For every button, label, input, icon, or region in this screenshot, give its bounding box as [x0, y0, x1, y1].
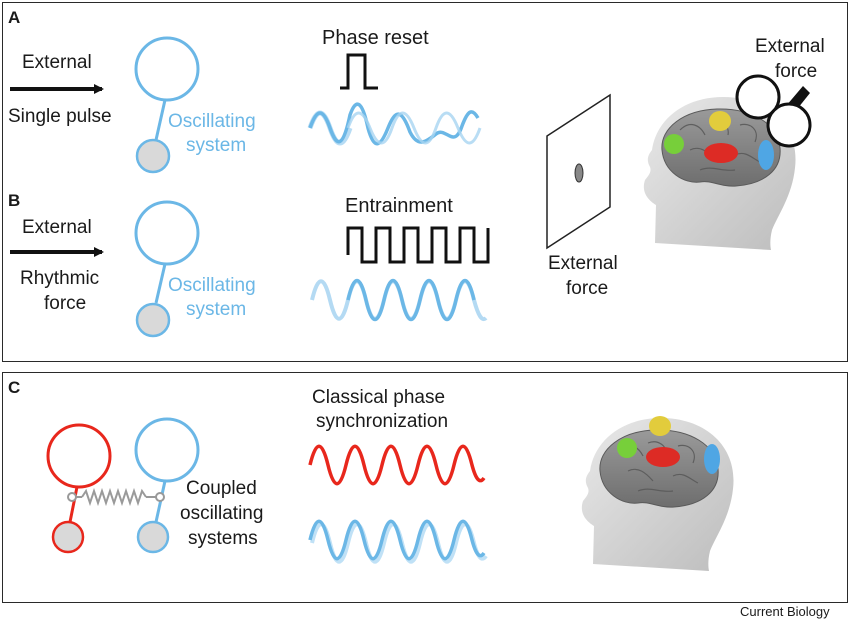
head-force-label-line2: force [775, 61, 818, 82]
panel-b-input-label-line3: force [44, 293, 87, 314]
panel-a-system-label-line2: system [186, 135, 247, 156]
coil-loop-right [766, 102, 812, 148]
pendulum-rod [154, 99, 167, 141]
panel-c-frame [2, 372, 848, 603]
panel-a-input-label-line2: Single pulse [8, 106, 112, 127]
coupled-oscillator-red [46, 423, 112, 554]
phase-reset-wave-shifted [308, 102, 480, 146]
sync-title-line2: synchronization [316, 411, 449, 432]
panel-ab-frame [2, 2, 848, 362]
panel-b-system-label-line1: Oscillating [168, 275, 256, 296]
panel-a-label: A [8, 8, 21, 27]
panel-b-label: B [8, 191, 21, 210]
phase-reset-title: Phase reset [322, 27, 429, 49]
brain-region-blue [704, 444, 720, 474]
phase-reset-wave-reference [346, 111, 482, 145]
brain [599, 429, 719, 508]
panel-a-waveform [307, 53, 482, 146]
panel-b-input-label-line1: External [22, 217, 92, 238]
spring-anchor-left [67, 492, 77, 502]
brain-region-red [646, 447, 680, 467]
brain-region-green [664, 134, 684, 154]
pendulum-bob [135, 138, 171, 174]
screen-force-label-line2: force [566, 278, 609, 299]
entrainment-wave [346, 278, 476, 322]
panel-a-system-label-line1: Oscillating [168, 111, 256, 132]
panel-b-waveform [310, 226, 490, 322]
panel-a-input-label-line1: External [22, 52, 92, 73]
entrainment-pulse-train [346, 226, 490, 264]
external-screen [546, 93, 611, 250]
red-bob [51, 520, 85, 554]
pendulum-top-circle [134, 200, 200, 266]
tms-coil [735, 74, 812, 148]
screen-force-label-line1: External [548, 253, 618, 274]
entrainment-title: Entrainment [345, 195, 453, 217]
panel-c-system-label-line1: Coupled [186, 478, 257, 499]
screen-target-dot [574, 163, 584, 183]
brain-region-yellow [649, 416, 671, 436]
panel-b-input-label-line2: Rhythmic [20, 268, 100, 289]
red-top-circle [46, 423, 112, 489]
brain-region-yellow [709, 111, 731, 131]
panel-a-pendulum [134, 36, 200, 174]
panel-c-label: C [8, 378, 21, 397]
pendulum-bob [135, 302, 171, 338]
coil-loop-left [735, 74, 781, 120]
sync-title-line1: Classical phase [312, 387, 446, 408]
journal-credit: Current Biology [740, 604, 830, 619]
red-wave [308, 444, 486, 486]
phase-reset-pulse [340, 53, 378, 90]
pendulum-rod [154, 263, 167, 304]
red-rod [68, 486, 79, 523]
blue-bob [136, 520, 170, 554]
brain-region-blue [758, 140, 774, 170]
pendulum-top-circle [134, 36, 200, 102]
blue-top-circle [134, 417, 200, 483]
coupled-oscillator-blue [134, 417, 200, 554]
blue-wave [308, 519, 486, 561]
head-force-label-line1: External [755, 36, 825, 57]
spring-anchor-right [155, 492, 165, 502]
synchronization-waves [308, 444, 488, 564]
head-illustration-bottom [581, 416, 734, 571]
panel-c-system-label-line3: systems [188, 528, 258, 549]
panel-b-system-label-line2: system [186, 299, 247, 320]
head-illustration-top [643, 97, 796, 250]
brain-region-red [704, 143, 738, 163]
brain-region-green [617, 438, 637, 458]
panel-c-system-label-line2: oscillating [180, 503, 264, 524]
coupling-spring [67, 487, 165, 507]
panel-b-pendulum [134, 200, 200, 338]
